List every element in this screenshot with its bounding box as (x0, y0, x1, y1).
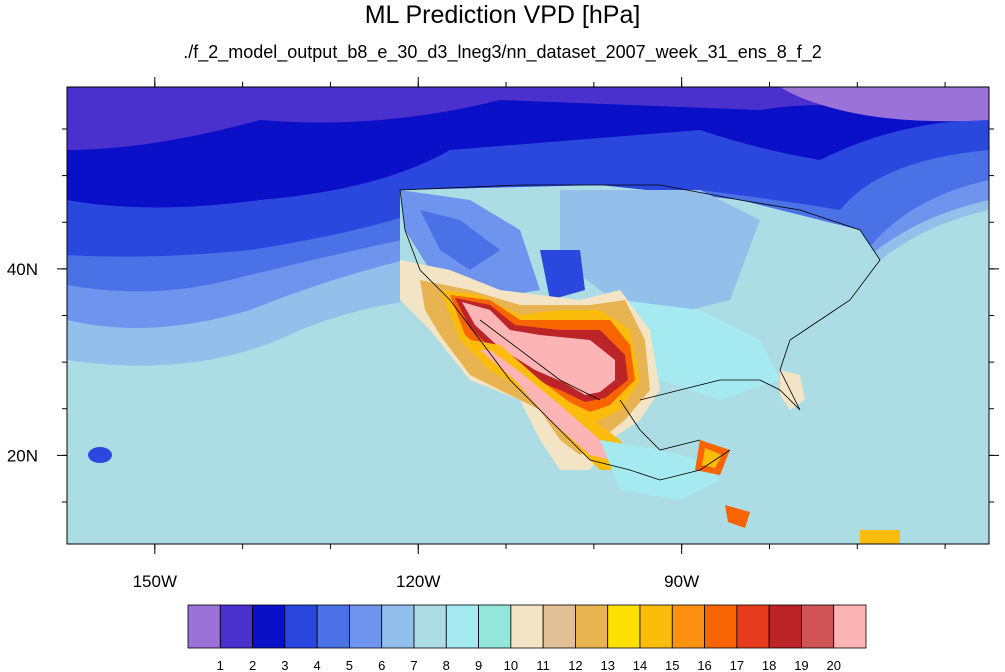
colorbar-label: 11 (536, 658, 550, 672)
colorbar-swatch (381, 604, 415, 649)
colorbar-swatch (801, 604, 835, 649)
vpd-venezuela-hotspot (860, 530, 900, 544)
vpd-hawaii (88, 447, 112, 463)
vpd-band-0 (780, 87, 989, 122)
vpd-baja-20 (480, 350, 620, 462)
colorbar-swatch (413, 604, 447, 649)
colorbar-label: 17 (730, 658, 744, 672)
colorbar-label: 9 (475, 658, 482, 672)
colorbar-swatch (445, 604, 479, 649)
colorbar-swatch (478, 604, 512, 649)
vpd-band-1 (67, 87, 900, 150)
vpd-land-northwest-core (420, 210, 500, 270)
colorbar-label: 1 (217, 658, 224, 672)
colorbar-label: 2 (249, 658, 256, 672)
colorbar-label: 15 (665, 658, 679, 672)
vpd-mexico-interior (600, 440, 720, 500)
colorbar-swatch (219, 604, 253, 649)
colorbar-label: 8 (443, 658, 450, 672)
x-tick-label: 150W (133, 572, 177, 591)
vpd-florida (780, 370, 805, 410)
colorbar-swatch (349, 604, 383, 649)
colorbar-label: 10 (504, 658, 518, 672)
x-tick-label: 90W (664, 572, 699, 591)
colorbar: 1 2 3 4 5 6 7 8 9 10 11 12 13 14 15 16 17 18 19 20 (187, 604, 867, 672)
vpd-mexico-hotspot-inner (702, 448, 722, 468)
colorbar-swatch (768, 604, 802, 649)
colorbar-swatch (187, 604, 221, 649)
y-tick-label: 20N (7, 446, 38, 465)
coastlines (399, 184, 881, 481)
colorbar-swatch (542, 604, 576, 649)
colorbar-swatch (639, 604, 673, 649)
colorbar-label: 4 (314, 658, 321, 672)
colorbar-swatch (575, 604, 609, 649)
colorbar-label: 3 (281, 658, 288, 672)
colorbar-label: 19 (794, 658, 808, 672)
colorbar-label: 14 (633, 658, 647, 672)
colorbar-label: 18 (762, 658, 776, 672)
vpd-sw-20 (462, 302, 615, 395)
colorbar-swatch (510, 604, 544, 649)
x-tick-label: 120W (396, 572, 440, 591)
colorbar-label: 16 (697, 658, 711, 672)
colorbar-swatch (833, 604, 867, 649)
colorbar-label: 6 (378, 658, 385, 672)
colorbar-label: 12 (568, 658, 582, 672)
colorbar-swatch (607, 604, 641, 649)
colorbar-swatch (316, 604, 350, 649)
colorbar-swatch (671, 604, 705, 649)
colorbar-swatch (736, 604, 770, 649)
colorbar-label: 7 (410, 658, 417, 672)
vpd-land-rockies (540, 250, 585, 300)
colorbar-label: 13 (600, 658, 614, 672)
vpd-central-america-hotspot (725, 505, 750, 528)
vpd-land-midwest (560, 190, 760, 320)
colorbar-swatch (704, 604, 738, 649)
vpd-field (67, 87, 989, 544)
colorbar-label: 20 (826, 658, 840, 672)
map-subtitle: ./f_2_model_output_b8_e_30_d3_lneg3/nn_d… (183, 42, 822, 62)
y-tick-label: 40N (7, 260, 38, 279)
colorbar-swatch (284, 604, 318, 649)
colorbar-swatch (252, 604, 286, 649)
map-title: ML Prediction VPD [hPa] (364, 1, 641, 29)
colorbar-label: 5 (346, 658, 353, 672)
axis-ticks: 150W 120W 90W 40N 20N (7, 77, 999, 591)
